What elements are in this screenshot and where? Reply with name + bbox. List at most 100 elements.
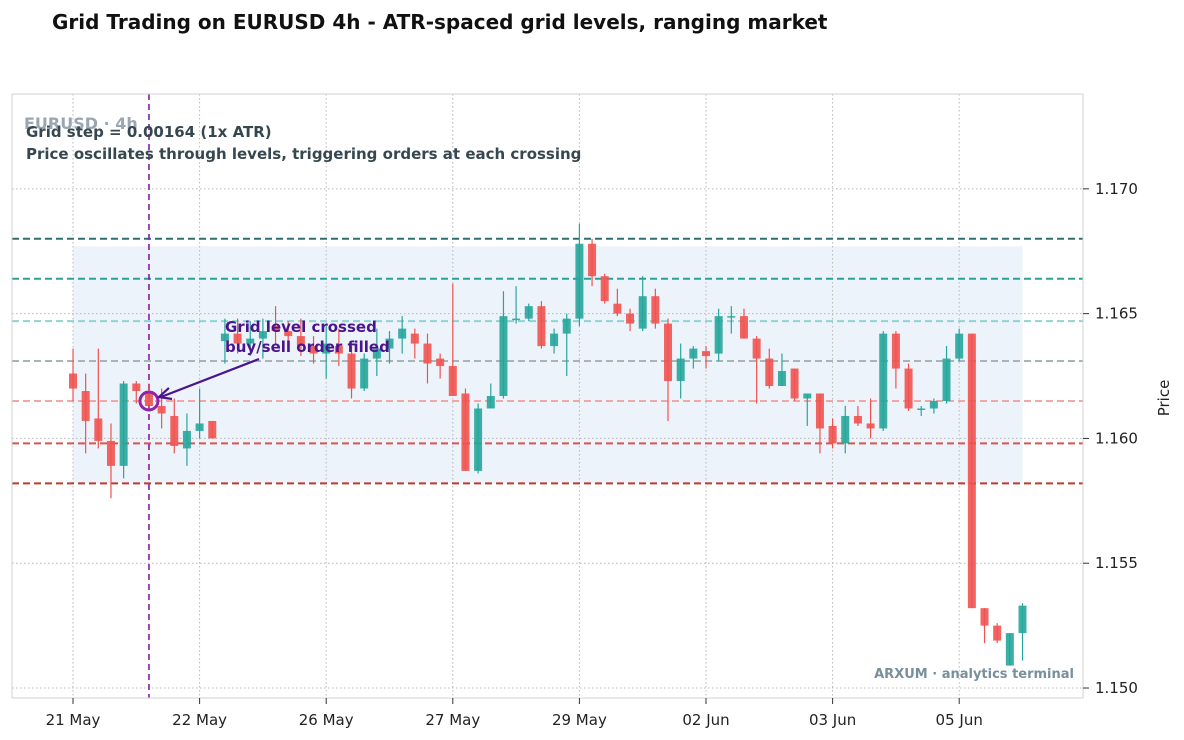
candle-body [676, 358, 685, 382]
candle-body [879, 333, 888, 429]
candle-body [702, 351, 710, 357]
x-tick-label: 02 Jun [682, 711, 729, 729]
candle-body [891, 333, 900, 369]
y-tick-label: 1.160 [1095, 429, 1138, 447]
candle-body [765, 358, 774, 387]
candle-body [119, 383, 128, 466]
candle-body [929, 400, 938, 409]
plot-area [12, 94, 1083, 698]
candle-body [815, 393, 824, 429]
candle-body [575, 243, 584, 319]
candle-body [588, 243, 597, 277]
candle-body [170, 415, 179, 446]
candle-body [689, 348, 698, 359]
candle-body [195, 423, 204, 431]
candle-body [600, 276, 609, 302]
chart-title: Grid Trading on EURUSD 4h - ATR-spaced g… [52, 10, 828, 34]
candle-body [499, 316, 508, 396]
plot-border [11, 93, 1084, 699]
x-tick-label: 29 May [552, 711, 607, 729]
candle-body [423, 343, 432, 364]
symbol-watermark: EURUSD · 4h [24, 114, 138, 133]
candle-body [69, 373, 77, 389]
brand-label: ARXUM · analytics terminal [874, 667, 1074, 682]
candle-body [777, 371, 786, 387]
y-axis-ticks: 1.150 1.155 1.160 1.165 1.170 [1083, 180, 1138, 697]
candle-body [436, 358, 445, 367]
candle-body [626, 313, 635, 324]
candle-body [474, 408, 483, 471]
x-axis-ticks: 21 May 22 May 26 May 27 May 29 May 02 Jun 03 J… [46, 698, 983, 729]
candle-body [853, 415, 862, 424]
candle-body [81, 391, 90, 421]
annotation-arrow-shaft [160, 357, 260, 399]
candle-body [638, 296, 647, 329]
x-tick-label: 27 May [425, 711, 480, 729]
y-tick-label: 1.155 [1095, 554, 1138, 572]
candle-body [828, 425, 837, 444]
candle-body [271, 326, 280, 332]
candle-body [562, 318, 571, 334]
oscillation-note: Price oscillates through levels, trigger… [26, 145, 581, 163]
candle-body [220, 333, 229, 342]
crossing-circle [138, 390, 160, 412]
plot-frame [11, 93, 1084, 699]
candle-body [524, 306, 533, 319]
candle-body [372, 348, 381, 359]
candle-body [410, 333, 419, 344]
candle-body [904, 368, 913, 409]
grid-step-note: Grid step = 0.00164 (1x ATR) [26, 123, 272, 141]
candle-body [106, 440, 115, 466]
candle-body [347, 353, 356, 389]
annotation-arrow-head [156, 387, 173, 401]
candle-body [144, 391, 153, 406]
x-tick-label: 22 May [172, 711, 227, 729]
candle-body [550, 333, 559, 347]
candle-body [182, 430, 191, 449]
candle-body [942, 358, 951, 401]
candle-body [613, 303, 622, 314]
candle-body [486, 396, 495, 409]
candlestick-series [69, 223, 1027, 666]
candle-body [1005, 633, 1014, 666]
candle-body [980, 608, 989, 626]
candle-body [727, 316, 736, 318]
candle-body [309, 346, 318, 354]
y-tick-label: 1.150 [1095, 679, 1138, 697]
x-tick-label: 05 Jun [936, 711, 983, 729]
candle-body [714, 316, 723, 354]
y-tick-label: 1.170 [1095, 180, 1138, 198]
annotation-line-1: Grid level crossed [225, 318, 377, 336]
x-tick-label: 03 Jun [809, 711, 856, 729]
candle-body [993, 625, 1002, 641]
candle-body [284, 331, 293, 337]
candle-body [967, 333, 976, 609]
candle-body [752, 338, 761, 359]
horizontal-gridlines [12, 188, 1083, 689]
candle-body [651, 296, 660, 324]
candle-body [246, 338, 255, 344]
y-tick-label: 1.165 [1095, 305, 1138, 323]
y-axis-label: Price [1155, 380, 1173, 417]
candle-body [94, 418, 103, 441]
candle-body [512, 318, 521, 321]
candle-body [233, 333, 242, 344]
candle-body [1018, 605, 1027, 634]
candle-body [398, 328, 407, 339]
candle-body [258, 331, 267, 339]
candle-body [157, 405, 166, 414]
annotation-line-2: buy/sell order filled [225, 338, 390, 356]
candle-body [461, 393, 470, 471]
candle-body [664, 323, 673, 382]
candle-body [360, 358, 369, 389]
candle-body [334, 346, 343, 354]
candle-body [537, 306, 546, 347]
candle-body [790, 368, 799, 399]
candle-body [866, 423, 875, 429]
candle-body [955, 333, 964, 359]
x-tick-label: 26 May [299, 711, 354, 729]
candle-body [448, 366, 457, 396]
x-tick-label: 21 May [46, 711, 101, 729]
candle-body [296, 336, 305, 347]
